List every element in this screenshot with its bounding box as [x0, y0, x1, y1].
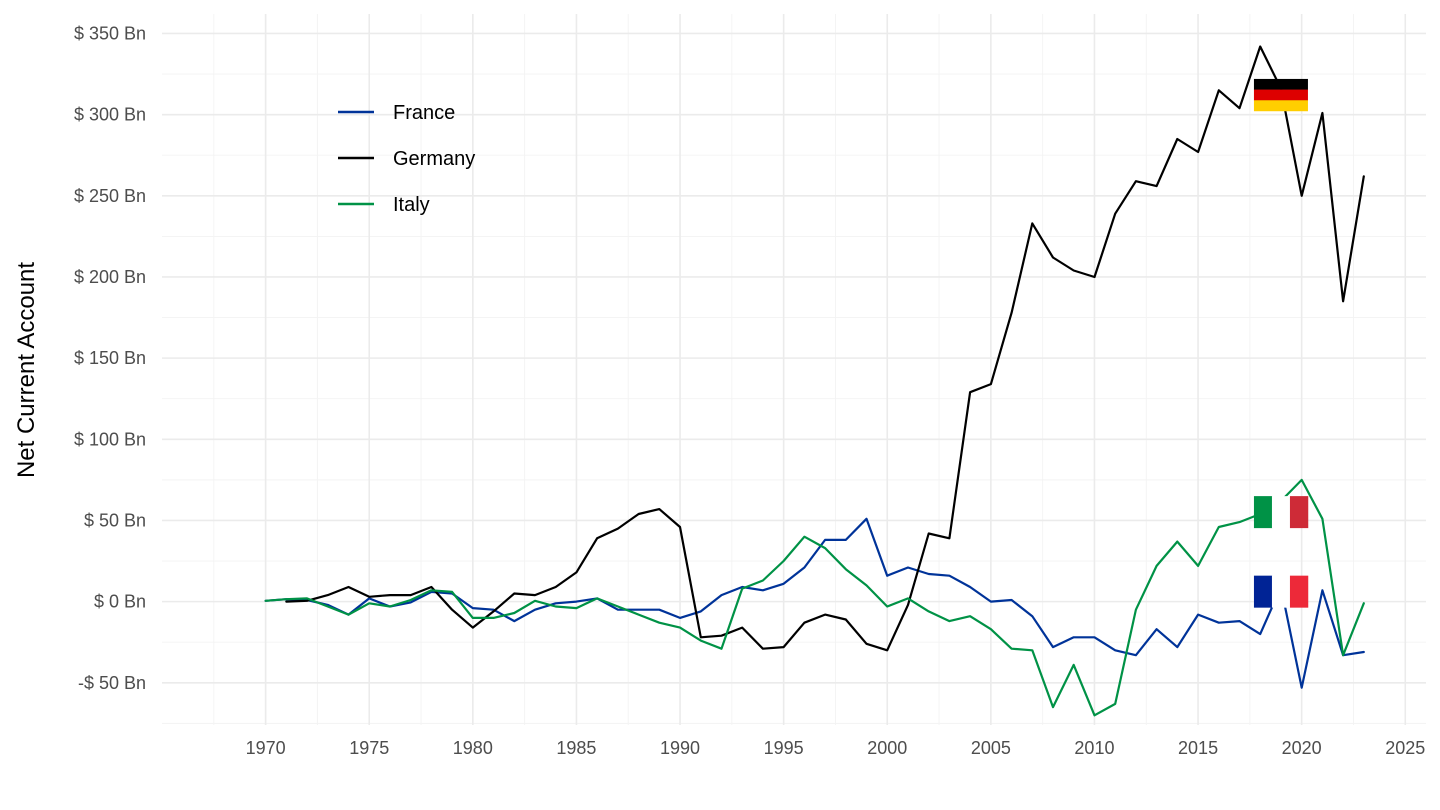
legend-item-germany: Germany [338, 148, 475, 170]
x-tick-label: 1980 [453, 738, 493, 758]
flag-stripe [1253, 78, 1308, 90]
legend-label: Italy [393, 194, 430, 216]
y-tick-label: -$ 50 Bn [78, 673, 146, 693]
y-axis-label: Net Current Account [13, 262, 40, 478]
y-tick-label: $ 150 Bn [74, 348, 146, 368]
series-line-france [264, 517, 1365, 689]
x-tick-label: 2025 [1385, 738, 1425, 758]
x-tick-label: 2015 [1178, 738, 1218, 758]
x-tick-label: 2005 [971, 738, 1011, 758]
y-tick-label: $ 300 Bn [74, 105, 146, 125]
series-line-germany [285, 45, 1365, 652]
y-tick-label: $ 200 Bn [74, 267, 146, 287]
x-tick-label: 1970 [246, 738, 286, 758]
flag-stripe [1253, 100, 1308, 112]
x-tick-label: 1985 [556, 738, 596, 758]
y-tick-label: $ 250 Bn [74, 186, 146, 206]
legend: France Germany Italy [338, 102, 475, 216]
y-tick-labels: -$ 50 Bn $ 0 Bn $ 50 Bn $ 100 Bn $ 150 Bn $ 2… [74, 23, 146, 692]
flag-annotations [1253, 78, 1309, 608]
flag-stripe [1289, 496, 1309, 529]
x-tick-label: 2000 [867, 738, 907, 758]
flag-stripe [1253, 89, 1308, 101]
y-tick-label: $ 100 Bn [74, 429, 146, 449]
flag-stripe [1289, 575, 1309, 608]
flag-stripe [1253, 496, 1273, 529]
flag-italy [1253, 496, 1309, 529]
flag-stripe [1253, 575, 1273, 608]
x-tick-label: 2010 [1074, 738, 1114, 758]
flag-france [1253, 575, 1309, 608]
flag-germany [1253, 78, 1308, 112]
y-tick-label: $ 0 Bn [94, 592, 146, 612]
legend-label: France [393, 102, 455, 124]
x-tick-labels: 1970 1975 1980 1985 1990 1995 2000 2005 2010 2015… [246, 738, 1426, 758]
x-tick-label: 1990 [660, 738, 700, 758]
grid [162, 14, 1426, 725]
legend-item-france: France [338, 102, 455, 124]
x-tick-label: 1975 [349, 738, 389, 758]
series-lines [264, 45, 1365, 717]
x-tick-label: 1995 [764, 738, 804, 758]
y-tick-label: $ 350 Bn [74, 23, 146, 43]
x-tick-label: 2020 [1282, 738, 1322, 758]
series-line-italy [264, 478, 1365, 717]
flag-stripe [1271, 575, 1291, 608]
y-tick-label: $ 50 Bn [84, 510, 146, 530]
flag-stripe [1271, 496, 1291, 529]
legend-item-italy: Italy [338, 194, 430, 216]
legend-label: Germany [393, 148, 475, 170]
